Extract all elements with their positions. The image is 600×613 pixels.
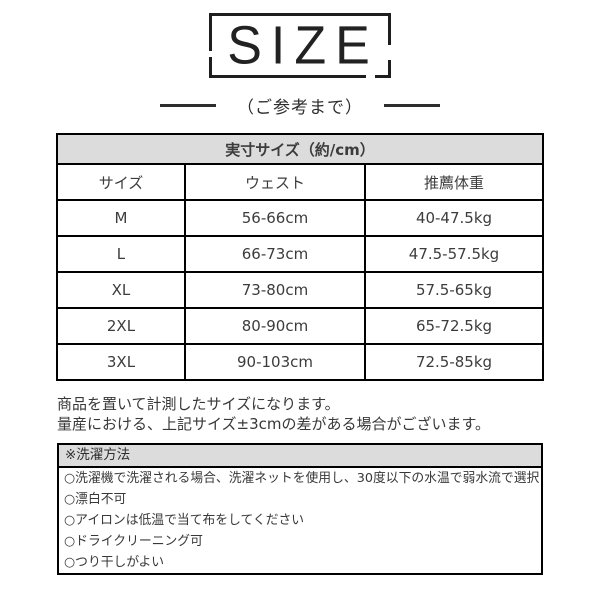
- subtitle-line-left: [160, 104, 216, 107]
- table-row: 3XL 90-103cm 72.5-85kg: [55, 343, 545, 381]
- washing-instruction: ○つり干しがよい: [64, 555, 165, 570]
- cell-size: L: [55, 235, 186, 273]
- size-table: 実寸サイズ（約/cm） サイズ ウェスト 推薦体重 M 56-66cm 40-4…: [55, 133, 545, 381]
- table-row: 2XL 80-90cm 65-72.5kg: [55, 307, 545, 345]
- cell-waist: 80-90cm: [183, 307, 366, 345]
- washing-instruction: ○ドライクリーニング可: [64, 534, 203, 549]
- table-row: XL 73-80cm 57.5-65kg: [55, 271, 545, 309]
- cell-size: 2XL: [55, 307, 186, 345]
- subtitle-line-right: [384, 104, 440, 107]
- cell-size: XL: [55, 271, 186, 309]
- column-header-weight: 推薦体重: [363, 163, 545, 201]
- cell-waist: 73-80cm: [183, 271, 366, 309]
- table-row: M 56-66cm 40-47.5kg: [55, 199, 545, 237]
- table-caption: 実寸サイズ（約/cm）: [55, 133, 545, 165]
- washing-instruction: ○アイロンは低温で当て布をしてください: [64, 513, 305, 528]
- table-caption-row: 実寸サイズ（約/cm）: [55, 133, 545, 165]
- cell-weight: 72.5-85kg: [363, 343, 545, 381]
- note-line: 商品を置いて計測したサイズになります。: [57, 395, 340, 413]
- page-subtitle: （ご参考まで）: [237, 98, 363, 118]
- column-header-waist: ウェスト: [183, 163, 366, 201]
- subtitle-row: （ご参考まで）: [160, 93, 440, 118]
- cell-waist: 90-103cm: [183, 343, 366, 381]
- cell-size: 3XL: [55, 343, 186, 381]
- cell-weight: 40-47.5kg: [363, 199, 545, 237]
- cell-size: M: [55, 199, 186, 237]
- washing-instructions-box: ※洗濯方法 ○洗濯機で洗濯される場合、洗濯ネットを使用し、30度以下の水温で弱水…: [57, 443, 543, 575]
- table-header-row: サイズ ウェスト 推薦体重: [55, 163, 545, 201]
- size-header: SIZE （ご参考まで）: [0, 13, 600, 118]
- column-header-size: サイズ: [55, 163, 186, 201]
- cell-waist: 66-73cm: [183, 235, 366, 273]
- cell-weight: 47.5-57.5kg: [363, 235, 545, 273]
- cell-weight: 57.5-65kg: [363, 271, 545, 309]
- page-title: SIZE: [227, 15, 379, 76]
- cell-waist: 56-66cm: [183, 199, 366, 237]
- washing-instruction: ○漂白不可: [64, 492, 127, 507]
- note-line: 量産における、上記サイズ±3cmの差がある場合がございます。: [57, 415, 491, 433]
- cell-weight: 65-72.5kg: [363, 307, 545, 345]
- washing-heading: ※洗濯方法: [59, 445, 541, 468]
- measurement-notes: 商品を置いて計測したサイズになります。 量産における、上記サイズ±3cmの差があ…: [57, 394, 600, 434]
- washing-instruction: ○洗濯機で洗濯される場合、洗濯ネットを使用し、30度以下の水温で弱水流で選択して…: [64, 471, 541, 486]
- broken-frame-decoration: [209, 13, 391, 78]
- size-title-frame: SIZE: [209, 13, 391, 78]
- table-row: L 66-73cm 47.5-57.5kg: [55, 235, 545, 273]
